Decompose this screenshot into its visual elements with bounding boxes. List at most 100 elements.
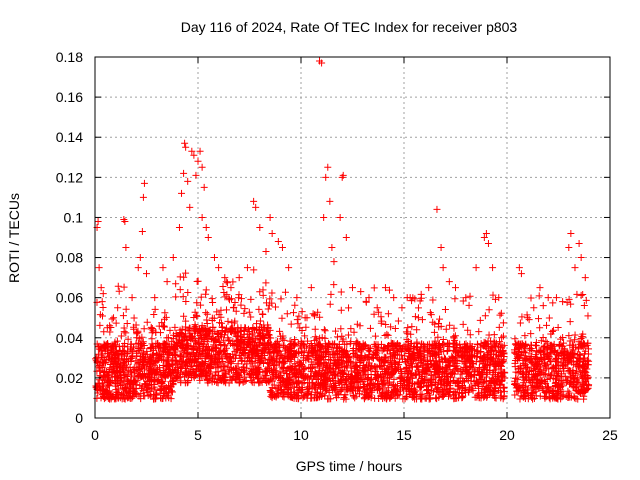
data-point xyxy=(108,315,116,323)
data-point xyxy=(311,337,319,345)
data-point xyxy=(281,288,289,296)
data-point xyxy=(519,371,527,379)
data-point xyxy=(364,366,372,374)
data-point xyxy=(388,382,396,390)
y-tick-label: 0.16 xyxy=(56,89,83,105)
data-point xyxy=(442,363,450,371)
data-point xyxy=(114,304,122,312)
data-point xyxy=(439,264,447,272)
data-point xyxy=(378,317,386,325)
data-point xyxy=(424,383,432,391)
data-point xyxy=(280,357,288,365)
data-point xyxy=(552,394,560,402)
data-point xyxy=(428,381,436,389)
data-point xyxy=(354,378,362,386)
data-point xyxy=(390,381,398,389)
data-point xyxy=(562,376,570,384)
data-point xyxy=(514,376,522,384)
data-point xyxy=(545,353,553,361)
data-point xyxy=(276,368,284,376)
data-point xyxy=(203,320,211,328)
data-point xyxy=(224,327,232,335)
data-point xyxy=(529,376,537,384)
data-point xyxy=(279,389,287,397)
data-point xyxy=(527,330,535,338)
data-point xyxy=(203,362,211,370)
data-point xyxy=(539,387,547,395)
data-point xyxy=(489,291,497,299)
data-point xyxy=(472,264,480,272)
data-point xyxy=(579,333,587,341)
data-point xyxy=(497,369,505,377)
data-point xyxy=(441,306,449,314)
data-point xyxy=(567,229,575,237)
data-point xyxy=(434,383,442,391)
data-point xyxy=(371,368,379,376)
data-point xyxy=(96,321,104,329)
data-point xyxy=(203,352,211,360)
data-point xyxy=(361,352,369,360)
y-tick-label: 0.02 xyxy=(56,370,83,386)
data-point xyxy=(401,395,409,403)
data-point xyxy=(202,223,210,231)
data-point xyxy=(387,323,395,331)
data-point xyxy=(289,379,297,387)
data-point xyxy=(107,395,115,403)
data-point xyxy=(351,363,359,371)
data-point xyxy=(134,264,142,272)
data-point xyxy=(161,323,169,331)
data-point xyxy=(114,376,122,384)
data-point xyxy=(266,295,274,303)
data-point xyxy=(194,157,202,165)
data-point xyxy=(570,350,578,358)
data-point xyxy=(552,294,560,302)
data-point xyxy=(480,393,488,401)
data-point xyxy=(104,342,112,350)
data-point xyxy=(418,316,426,324)
data-point xyxy=(285,377,293,385)
data-point xyxy=(378,390,386,398)
data-point xyxy=(560,339,568,347)
data-point xyxy=(172,373,180,381)
data-point xyxy=(375,308,383,316)
data-point xyxy=(177,352,185,360)
data-point xyxy=(403,336,411,344)
data-point xyxy=(190,151,198,159)
data-point xyxy=(172,368,180,376)
data-point xyxy=(495,294,503,302)
data-point xyxy=(469,387,477,395)
data-point xyxy=(448,369,456,377)
data-point xyxy=(262,279,270,287)
data-point xyxy=(438,386,446,394)
data-point xyxy=(320,213,328,221)
data-point xyxy=(259,347,267,355)
data-point xyxy=(273,390,281,398)
data-point xyxy=(512,382,520,390)
data-point xyxy=(338,378,346,386)
data-point xyxy=(298,326,306,334)
data-point xyxy=(288,348,296,356)
data-point xyxy=(575,363,583,371)
data-point xyxy=(446,321,454,329)
data-point xyxy=(531,341,539,349)
data-point xyxy=(180,312,188,320)
data-point xyxy=(122,244,130,252)
data-point xyxy=(216,375,224,383)
data-point xyxy=(106,322,114,330)
data-point xyxy=(265,356,273,364)
data-point xyxy=(408,323,416,331)
data-point xyxy=(99,303,107,311)
data-point xyxy=(111,350,119,358)
data-point xyxy=(523,311,531,319)
data-point xyxy=(473,347,481,355)
data-point xyxy=(232,307,240,315)
data-point xyxy=(392,365,400,373)
data-point xyxy=(511,335,519,343)
data-point xyxy=(186,335,194,343)
data-point xyxy=(327,369,335,377)
data-point xyxy=(200,183,208,191)
data-point xyxy=(430,328,438,336)
data-point xyxy=(276,358,284,366)
data-point xyxy=(127,383,135,391)
data-point xyxy=(378,379,386,387)
